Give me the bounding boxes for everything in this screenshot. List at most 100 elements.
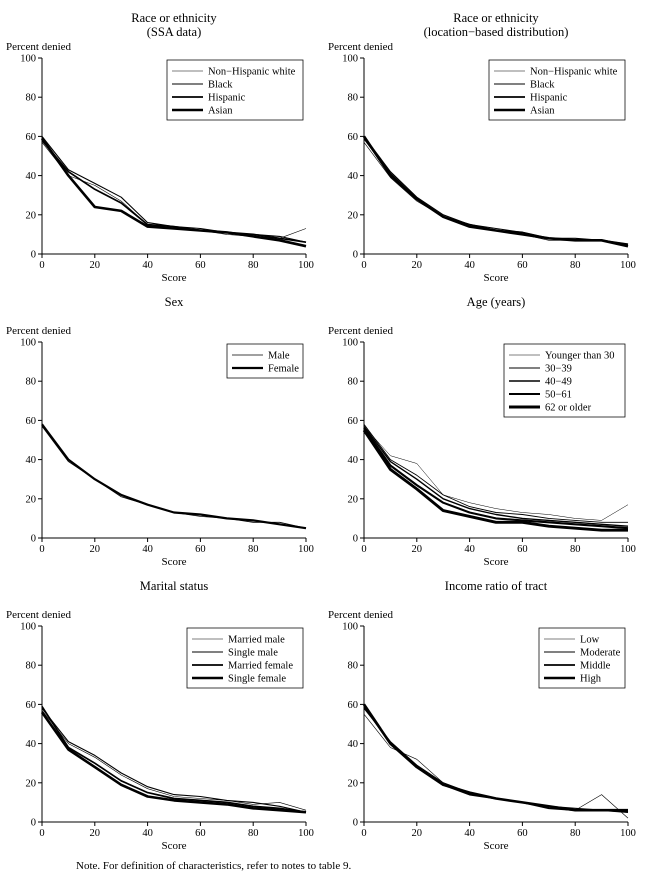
y-tick-label: 40 [348,171,359,182]
series-line-40-49 [363,425,629,527]
legend-label-50-61: 50−61 [545,390,572,401]
series-line-single-female [40,711,307,814]
x-axis-label: Score [483,556,508,568]
x-tick-label: 20 [412,828,423,839]
chart-title-line: Sex [165,295,185,309]
series-line-30-39 [363,424,628,523]
series-line-asian [362,135,629,248]
y-tick-label: 100 [20,54,36,65]
series-line-high [362,703,628,812]
chart-panel-race-location: Race or ethnicity (location−based distrib… [322,6,644,290]
x-tick-label: 60 [195,828,206,839]
legend-label-married-male: Married male [228,635,285,646]
chart-panel-sex: Sex Percent denied 0 20 40 60 80 100 0 20 40 60 80 10… [0,290,322,574]
y-tick-label: 100 [342,622,358,633]
y-tick-label: 20 [348,778,359,789]
series-line-low [363,714,629,819]
legend-label-black: Black [530,80,555,91]
sex-chart: Sex Percent denied 0 20 40 60 80 100 0 20 40 60 80 10… [6,295,314,568]
y-tick-label: 40 [348,739,359,750]
y-tick-label: 60 [26,132,37,143]
legend-label-black: Black [208,80,233,91]
x-tick-label: 40 [464,544,475,555]
chart-panel-income-ratio: Income ratio of tract Percent denied 0 20 40… [322,574,644,858]
legend-label-asian: Asian [530,106,555,117]
y-tick-label: 100 [20,622,36,633]
series-line-younger-than-30 [363,426,629,521]
x-tick-label: 80 [570,828,581,839]
race-ssa-chart: Race or ethnicity(SSA data) Percent denie… [6,11,314,284]
y-tick-label: 80 [26,93,37,104]
legend-label-non-hispanic-white: Non−Hispanic white [208,67,296,78]
x-tick-label: 80 [570,544,581,555]
income-ratio-chart: Income ratio of tract Percent denied 0 20 40… [328,579,636,852]
series-line-moderate [363,707,629,813]
x-tick-label: 0 [361,260,366,271]
x-tick-label: 100 [298,544,314,555]
x-tick-label: 60 [195,544,206,555]
y-tick-label: 20 [348,210,359,221]
y-tick-label: 20 [26,778,37,789]
legend-label-low: Low [580,635,600,646]
x-tick-label: 60 [195,260,206,271]
legend-label-male: Male [268,351,290,362]
y-tick-label: 20 [348,494,359,505]
chart-panel-marital-status: Marital status Percent denied 0 20 40 60 80 100… [0,574,322,858]
race-location-chart: Race or ethnicity(location−based distrib… [328,11,636,284]
series-line-single-male [41,707,307,813]
y-tick-label: 100 [342,338,358,349]
x-axis-label: Score [161,272,186,284]
marital-status-chart: Marital status Percent denied 0 20 40 60 80 100… [6,579,314,852]
x-tick-label: 20 [412,260,423,271]
y-tick-label: 0 [31,534,36,545]
x-tick-label: 0 [39,544,44,555]
chart-panel-age: Age (years) Percent denied 0 20 40 60 80 100 0 20… [322,290,644,574]
x-tick-label: 80 [248,260,259,271]
y-tick-label: 80 [26,377,37,388]
y-tick-label: 100 [20,338,36,349]
x-tick-label: 40 [142,260,153,271]
y-tick-label: 40 [26,739,37,750]
series-line-female [41,423,307,530]
y-axis-label: Percent denied [328,609,394,621]
series-line-married-male [41,710,307,811]
x-tick-label: 100 [620,544,636,555]
x-tick-label: 40 [464,828,475,839]
chart-title-line: (SSA data) [147,25,202,39]
x-tick-label: 100 [298,828,314,839]
legend-label-high: High [580,674,602,685]
y-tick-label: 60 [348,700,359,711]
legend-label-single-female: Single female [228,674,286,685]
x-tick-label: 60 [517,260,528,271]
legend-label-younger-than-30: Younger than 30 [545,351,615,362]
y-tick-label: 20 [26,494,37,505]
x-tick-label: 80 [248,828,259,839]
y-tick-label: 40 [348,455,359,466]
x-tick-label: 60 [517,828,528,839]
y-tick-label: 0 [31,818,36,829]
legend-label-female: Female [268,364,299,375]
y-tick-label: 0 [353,534,358,545]
y-tick-label: 80 [348,661,359,672]
legend-box [226,343,304,379]
x-tick-label: 20 [412,544,423,555]
y-tick-label: 60 [348,132,359,143]
y-tick-label: 0 [353,818,358,829]
y-tick-label: 80 [348,377,359,388]
x-tick-label: 80 [248,544,259,555]
x-tick-label: 40 [142,828,153,839]
series-line-black [363,136,629,245]
x-axis-label: Score [483,272,508,284]
figure-note: Note. For definition of characteristics,… [76,860,352,872]
y-axis-label: Percent denied [6,325,72,337]
x-tick-label: 60 [517,544,528,555]
age-chart: Age (years) Percent denied 0 20 40 60 80 100 0 20… [328,295,636,568]
series-line-62-or-older [362,429,628,532]
legend-label-middle: Middle [580,661,611,672]
y-axis-label: Percent denied [6,609,72,621]
y-tick-label: 100 [342,54,358,65]
x-axis-label: Score [161,556,186,568]
y-axis-label: Percent denied [328,41,394,53]
charts-grid: Race or ethnicity (SSA data) Percent denie… [0,6,645,858]
